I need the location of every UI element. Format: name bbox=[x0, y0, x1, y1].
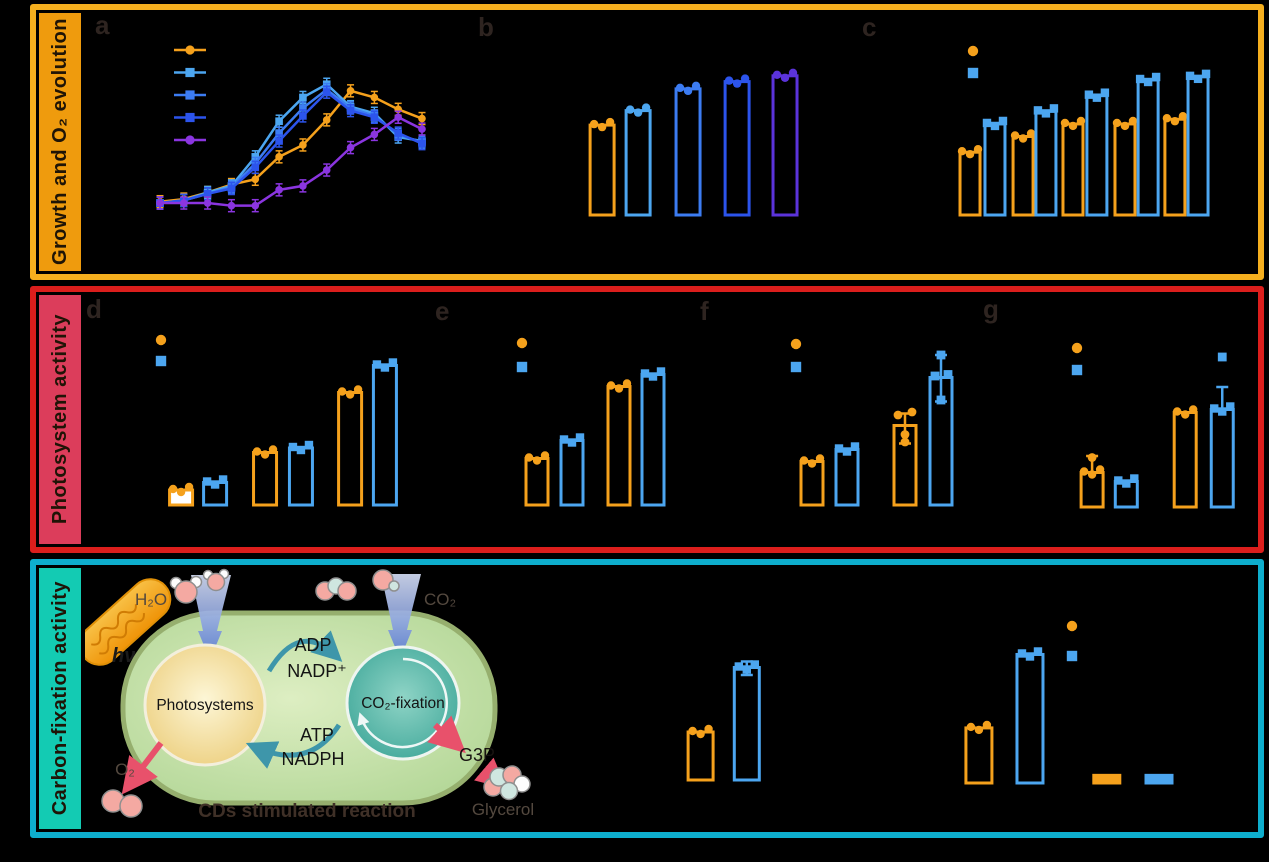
atp-label: ATP bbox=[300, 725, 334, 745]
hv-label: hν bbox=[112, 645, 135, 667]
adp-label: ADP bbox=[294, 635, 331, 655]
co2-input-arrow-icon bbox=[381, 574, 421, 659]
h2o-label: H₂O bbox=[135, 590, 167, 609]
section-growth-label: Growth and O₂ evolution bbox=[48, 18, 71, 266]
nadph-label: NADPH bbox=[281, 749, 344, 769]
section-carbon-label: Carbon-fixation activity bbox=[48, 581, 71, 816]
glycerol-label: Glycerol bbox=[472, 800, 534, 819]
section-carbon: Carbon-fixation activity bbox=[30, 559, 1264, 838]
nadp-label: NADP⁺ bbox=[287, 661, 347, 681]
section-photosystem-label: Photosystem activity bbox=[48, 314, 71, 525]
section-carbon-sidebar: Carbon-fixation activity bbox=[39, 568, 81, 829]
diagram-caption: CDs stimulated reaction bbox=[198, 801, 416, 822]
h2o-input-arrow-icon bbox=[191, 575, 231, 660]
atp-nadph-arrow-icon bbox=[245, 723, 342, 769]
section-photosystem: Photosystem activity bbox=[30, 286, 1264, 553]
o2-output-arrow-icon bbox=[121, 741, 164, 795]
glycerol-molecule-icon bbox=[483, 765, 531, 801]
photosystems-label: Photosystems bbox=[156, 697, 254, 714]
section-photosystem-sidebar: Photosystem activity bbox=[39, 295, 81, 544]
section-growth: Growth and O₂ evolution bbox=[30, 4, 1264, 280]
g3p-arrow-icon bbox=[427, 715, 466, 754]
photosystems-circle bbox=[143, 643, 267, 767]
co2-molecule-icon bbox=[315, 569, 400, 601]
mechanism-diagram: hν Photosystems CO₂-fixation ADP NADP⁺ A… bbox=[85, 568, 534, 822]
o2-molecule-icon bbox=[101, 789, 143, 818]
co2-fixation-label: CO₂-fixation bbox=[361, 695, 445, 712]
g3p-label: G3P bbox=[459, 745, 495, 765]
h2o-molecule-icon bbox=[169, 568, 230, 604]
section-growth-sidebar: Growth and O₂ evolution bbox=[39, 13, 81, 271]
adp-nadp-arrow-icon bbox=[266, 630, 343, 673]
o2-label: O₂ bbox=[115, 760, 135, 779]
co2-label: CO₂ bbox=[424, 590, 456, 609]
